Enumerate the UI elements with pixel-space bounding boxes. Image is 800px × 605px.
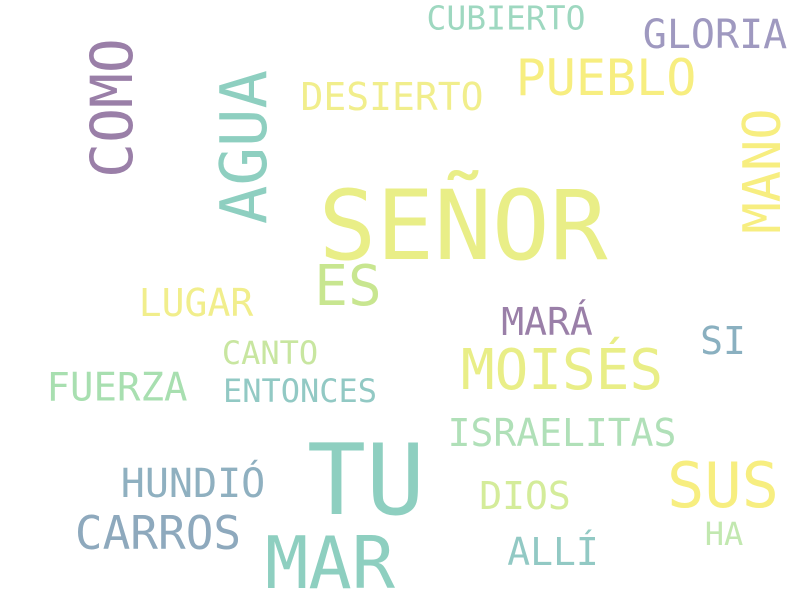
word: FUERZA	[46, 365, 188, 411]
word: MAR	[264, 521, 396, 605]
word: CARROS	[74, 506, 242, 560]
word: ENTONCES	[222, 372, 378, 410]
word: ES	[314, 254, 382, 319]
word: HA	[704, 515, 744, 553]
word: AGUA	[208, 69, 282, 225]
word: SEÑOR	[318, 170, 608, 282]
word: COMO	[78, 38, 146, 178]
word: SI	[700, 319, 746, 363]
word: MARÁ	[501, 300, 593, 344]
word: LUGAR	[138, 281, 254, 325]
word: DIOS	[479, 474, 571, 518]
word: SUS	[667, 449, 779, 522]
word: ISRAELITAS	[447, 411, 677, 455]
word: CANTO	[221, 334, 319, 372]
word: GLORIA	[642, 12, 788, 58]
word: CUBIERTO	[426, 0, 586, 38]
word: MOISÉS	[460, 338, 664, 403]
word: HUNDIÓ	[120, 461, 266, 507]
word: MANO	[733, 108, 793, 234]
word: DESIERTO	[300, 75, 484, 119]
word: TU	[306, 424, 426, 538]
word: PUEBLO	[515, 49, 697, 107]
word: ALLÍ	[507, 530, 599, 574]
